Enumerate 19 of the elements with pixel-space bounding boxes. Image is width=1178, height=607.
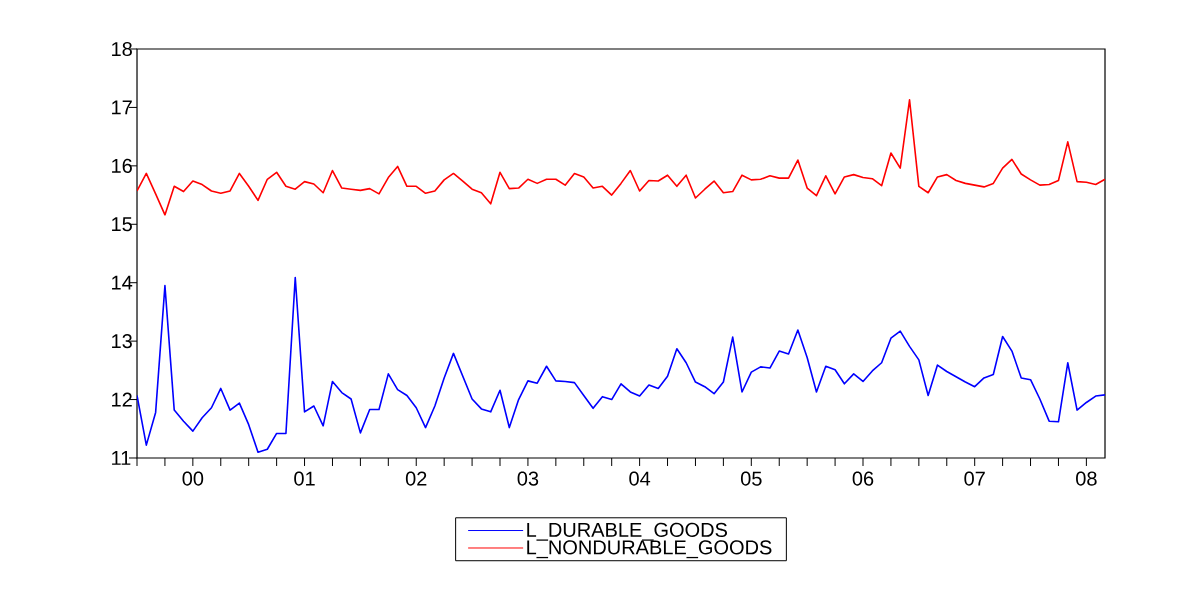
y-tick-label: 17 [112, 100, 132, 115]
y-tick-label: 13 [112, 334, 132, 349]
y-tick-label: 12 [112, 392, 132, 407]
y-tick-label: 15 [112, 217, 132, 232]
y-tick-label: 18 [112, 41, 132, 57]
legend-label: L_NONDURABLE_GOODS [527, 540, 772, 559]
x-tick-label: 05 [740, 471, 762, 486]
x-tick-label: 00 [182, 471, 204, 486]
y-tick-label: 16 [112, 158, 132, 173]
x-tick-label: 07 [964, 471, 985, 486]
x-tick-label: 02 [405, 471, 427, 486]
x-tick-label: 03 [517, 471, 539, 486]
x-tick-label: 04 [629, 471, 651, 486]
y-tick-label: 14 [112, 275, 133, 290]
x-tick-label: 01 [294, 471, 315, 486]
legend-label: L_DURABLE_GOODS [527, 522, 727, 541]
y-tick-label: 11 [112, 451, 131, 465]
x-tick-label: 08 [1076, 471, 1097, 486]
x-tick-label: 06 [852, 471, 874, 486]
